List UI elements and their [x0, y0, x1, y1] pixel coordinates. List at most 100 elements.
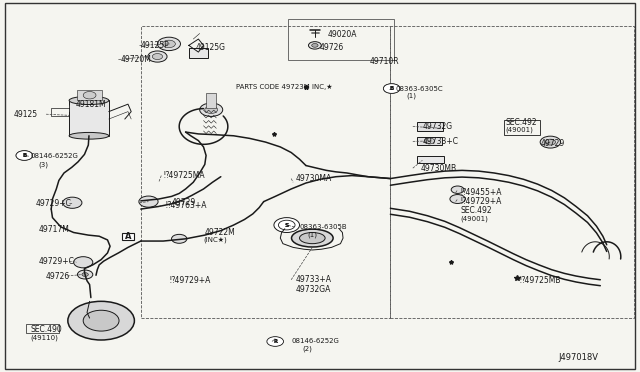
- Circle shape: [312, 44, 318, 47]
- Text: (3): (3): [38, 161, 49, 168]
- Text: 49125P: 49125P: [141, 41, 170, 50]
- Bar: [189, 48, 208, 58]
- Text: ⁉49455+A: ⁉49455+A: [461, 188, 502, 197]
- Text: 49720M: 49720M: [120, 55, 151, 64]
- Text: ⁉49729+A: ⁉49729+A: [170, 276, 211, 285]
- Text: B: B: [22, 153, 26, 158]
- Circle shape: [16, 151, 33, 160]
- Text: 49726: 49726: [320, 43, 344, 52]
- Text: 49020A: 49020A: [328, 30, 357, 39]
- Circle shape: [267, 337, 284, 346]
- Bar: [69, 100, 109, 136]
- Text: 08146-6252G: 08146-6252G: [31, 153, 79, 159]
- Circle shape: [450, 195, 465, 203]
- Text: (2): (2): [302, 346, 312, 352]
- Text: 49717M: 49717M: [38, 225, 69, 234]
- Circle shape: [16, 151, 33, 160]
- Text: 49729: 49729: [172, 198, 196, 207]
- Circle shape: [274, 218, 300, 232]
- Text: 49729+C: 49729+C: [38, 257, 74, 266]
- Text: SEC.492: SEC.492: [461, 206, 492, 215]
- Circle shape: [383, 84, 400, 93]
- Text: 49710R: 49710R: [370, 57, 399, 66]
- Circle shape: [540, 136, 561, 148]
- Text: ⁉49729+A: ⁉49729+A: [461, 197, 502, 206]
- Text: (1): (1): [307, 231, 317, 238]
- Bar: [288, 19, 394, 60]
- Circle shape: [424, 138, 435, 144]
- Text: SEC.490: SEC.490: [31, 325, 63, 334]
- Text: 49729: 49729: [541, 139, 565, 148]
- Circle shape: [205, 106, 218, 113]
- Text: R: R: [273, 339, 277, 344]
- Bar: [417, 137, 442, 145]
- Text: B: B: [22, 153, 26, 158]
- Text: 08363-6305C: 08363-6305C: [396, 86, 443, 92]
- Text: B: B: [390, 86, 394, 91]
- Text: 49722M: 49722M: [205, 228, 236, 237]
- Ellipse shape: [292, 229, 333, 247]
- Circle shape: [77, 270, 93, 279]
- Circle shape: [545, 139, 556, 145]
- Ellipse shape: [69, 132, 109, 139]
- Bar: [26, 324, 59, 333]
- Text: 08363-6305B: 08363-6305B: [300, 224, 347, 230]
- Text: 49733+C: 49733+C: [422, 137, 458, 146]
- Circle shape: [268, 337, 283, 346]
- Bar: [390, 26, 634, 318]
- Ellipse shape: [69, 96, 109, 105]
- Circle shape: [451, 186, 464, 193]
- Text: S: S: [285, 222, 289, 228]
- Text: 49732GA: 49732GA: [296, 285, 331, 294]
- Text: 49730MB: 49730MB: [421, 164, 457, 173]
- Circle shape: [308, 42, 321, 49]
- Text: PARTS CODE 49723M INC,★: PARTS CODE 49723M INC,★: [236, 84, 332, 90]
- Text: (INC★): (INC★): [204, 237, 227, 243]
- Text: B: B: [390, 86, 394, 91]
- Text: S: S: [284, 222, 289, 228]
- Text: 49730MA: 49730MA: [296, 174, 332, 183]
- Text: (49001): (49001): [461, 215, 489, 222]
- Bar: [77, 90, 102, 100]
- Circle shape: [157, 37, 180, 51]
- Text: 49125: 49125: [14, 110, 38, 119]
- Bar: [417, 156, 444, 163]
- Bar: [51, 108, 69, 116]
- Text: 49732G: 49732G: [422, 122, 452, 131]
- Bar: [206, 93, 216, 108]
- Text: (49110): (49110): [31, 334, 59, 341]
- Text: A: A: [125, 232, 131, 241]
- Circle shape: [278, 220, 295, 230]
- Circle shape: [74, 257, 93, 268]
- Text: J497018V: J497018V: [558, 353, 598, 362]
- Text: 08146-6252G: 08146-6252G: [291, 339, 339, 344]
- Circle shape: [148, 51, 167, 62]
- Bar: [417, 122, 443, 131]
- Circle shape: [152, 54, 163, 60]
- Text: 49726: 49726: [46, 272, 70, 280]
- Circle shape: [200, 103, 223, 116]
- Text: SEC.492: SEC.492: [506, 118, 537, 127]
- Text: 49125G: 49125G: [195, 43, 225, 52]
- Text: 49181M: 49181M: [76, 100, 106, 109]
- Bar: [504, 120, 540, 135]
- Circle shape: [68, 301, 134, 340]
- Circle shape: [163, 40, 175, 48]
- Circle shape: [83, 310, 119, 331]
- Bar: [141, 26, 390, 318]
- Circle shape: [139, 196, 158, 207]
- Ellipse shape: [300, 232, 325, 244]
- Circle shape: [63, 197, 82, 208]
- Text: ⁉49725MB: ⁉49725MB: [520, 276, 561, 285]
- Text: ⁉49763+A: ⁉49763+A: [165, 201, 207, 210]
- Circle shape: [172, 234, 187, 243]
- Text: 49733+A: 49733+A: [296, 275, 332, 284]
- Circle shape: [383, 84, 400, 93]
- Text: 49729+C: 49729+C: [35, 199, 71, 208]
- Text: (1): (1): [406, 93, 417, 99]
- Bar: [122, 232, 134, 240]
- Text: R: R: [273, 339, 277, 344]
- Text: (49001): (49001): [506, 127, 534, 134]
- Circle shape: [83, 92, 96, 99]
- Text: ⁉49725MA: ⁉49725MA: [163, 171, 205, 180]
